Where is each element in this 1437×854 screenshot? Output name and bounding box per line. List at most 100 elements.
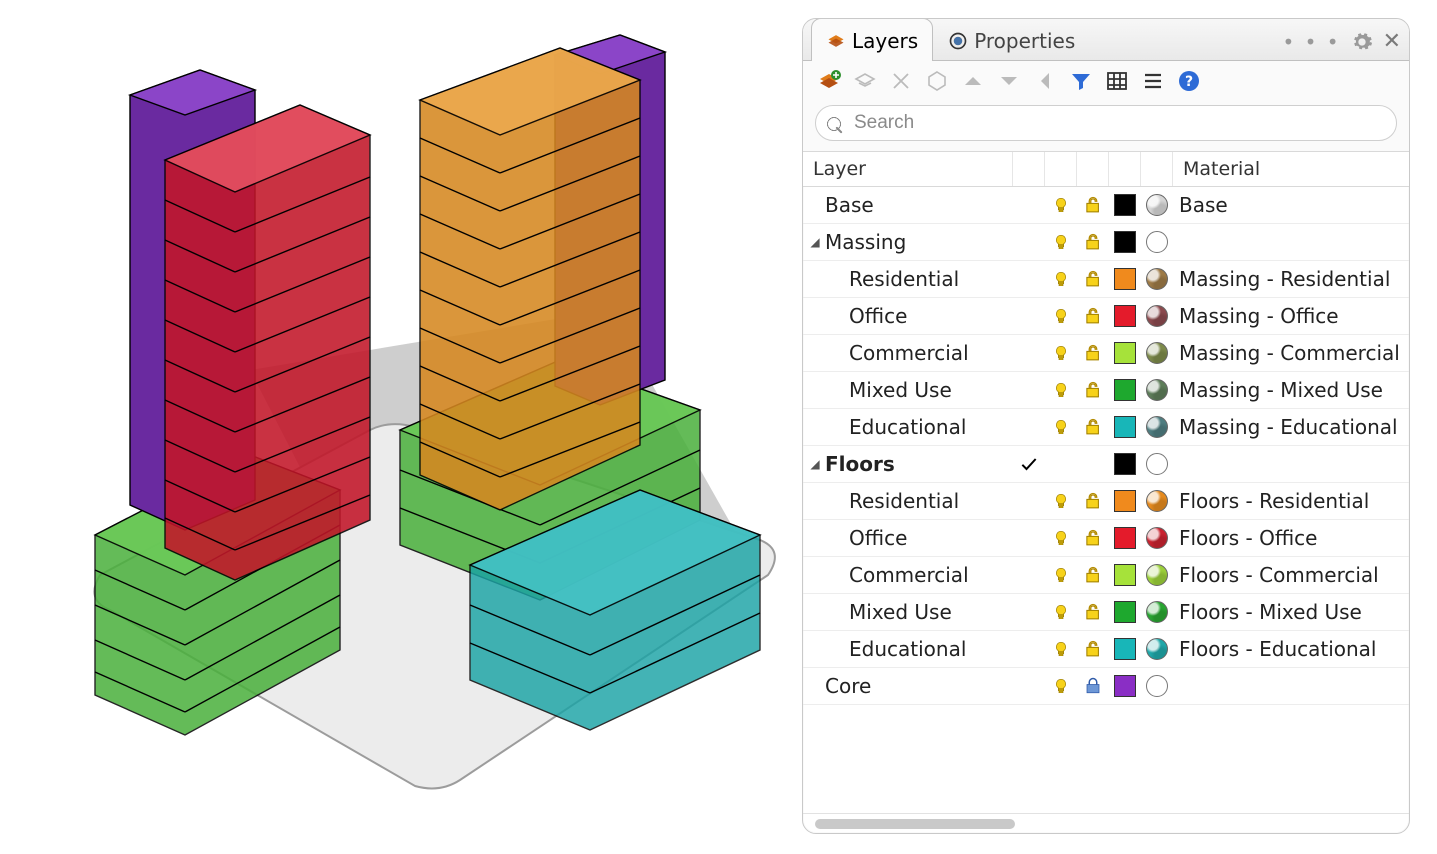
layer-row-massing[interactable]: ◣Massing bbox=[803, 224, 1409, 261]
material-swatch[interactable] bbox=[1141, 601, 1173, 623]
layer-name[interactable]: Base bbox=[823, 193, 1013, 217]
lock-toggle[interactable] bbox=[1077, 270, 1109, 288]
color-swatch[interactable] bbox=[1109, 453, 1141, 475]
color-swatch[interactable] bbox=[1109, 527, 1141, 549]
material-swatch[interactable] bbox=[1141, 564, 1173, 586]
color-swatch[interactable] bbox=[1109, 564, 1141, 586]
visibility-toggle[interactable] bbox=[1045, 380, 1077, 400]
tool-move-up[interactable] bbox=[961, 69, 985, 93]
lock-toggle[interactable] bbox=[1077, 603, 1109, 621]
layer-name[interactable]: Office bbox=[823, 526, 1013, 550]
layer-name[interactable]: Mixed Use bbox=[823, 600, 1013, 624]
material-swatch[interactable] bbox=[1141, 342, 1173, 364]
tab-layers[interactable]: Layers bbox=[811, 18, 933, 60]
visibility-toggle[interactable] bbox=[1045, 676, 1077, 696]
lock-toggle[interactable] bbox=[1077, 344, 1109, 362]
layer-name[interactable]: Residential bbox=[823, 267, 1013, 291]
color-swatch[interactable] bbox=[1109, 379, 1141, 401]
layer-row-m_off[interactable]: Office Massing - Office bbox=[803, 298, 1409, 335]
layer-row-f_off[interactable]: OfficeFloors - Office bbox=[803, 520, 1409, 557]
col-header-layer[interactable]: Layer bbox=[803, 152, 1013, 186]
lock-toggle[interactable] bbox=[1077, 529, 1109, 547]
layer-name[interactable]: Educational bbox=[823, 637, 1013, 661]
layer-name[interactable]: Commercial bbox=[823, 563, 1013, 587]
lock-toggle[interactable] bbox=[1077, 677, 1109, 695]
color-swatch[interactable] bbox=[1109, 194, 1141, 216]
visibility-toggle[interactable] bbox=[1045, 269, 1077, 289]
lock-toggle[interactable] bbox=[1077, 492, 1109, 510]
color-swatch[interactable] bbox=[1109, 416, 1141, 438]
layer-row-f_com[interactable]: Commercial Floors - Commercial bbox=[803, 557, 1409, 594]
material-name[interactable]: Floors - Commercial bbox=[1173, 563, 1409, 587]
material-swatch[interactable] bbox=[1141, 194, 1173, 216]
layer-name[interactable]: Core bbox=[823, 674, 1013, 698]
color-swatch[interactable] bbox=[1109, 305, 1141, 327]
material-swatch[interactable] bbox=[1141, 675, 1173, 697]
layer-row-m_edu[interactable]: Educational Massing - Educational bbox=[803, 409, 1409, 446]
color-swatch[interactable] bbox=[1109, 231, 1141, 253]
color-swatch[interactable] bbox=[1109, 490, 1141, 512]
tool-add-sublayer[interactable] bbox=[853, 69, 877, 93]
layer-row-m_mix[interactable]: Mixed UseMassing - Mixed Use bbox=[803, 372, 1409, 409]
lock-toggle[interactable] bbox=[1077, 307, 1109, 325]
layer-row-f_res[interactable]: ResidentialFloors - Residential bbox=[803, 483, 1409, 520]
layer-name[interactable]: Residential bbox=[823, 489, 1013, 513]
lock-toggle[interactable] bbox=[1077, 196, 1109, 214]
material-name[interactable]: Massing - Office bbox=[1173, 304, 1409, 328]
material-name[interactable]: Massing - Residential bbox=[1173, 267, 1409, 291]
tool-delete[interactable] bbox=[889, 69, 913, 93]
tool-move-left[interactable] bbox=[1033, 69, 1057, 93]
current-layer-check[interactable] bbox=[1013, 454, 1045, 474]
tool-menu[interactable] bbox=[1141, 69, 1165, 93]
visibility-toggle[interactable] bbox=[1045, 639, 1077, 659]
lock-toggle[interactable] bbox=[1077, 418, 1109, 436]
material-swatch[interactable] bbox=[1141, 453, 1173, 475]
layer-name[interactable]: Massing bbox=[823, 230, 1013, 254]
material-swatch[interactable] bbox=[1141, 416, 1173, 438]
material-name[interactable]: Massing - Educational bbox=[1173, 415, 1409, 439]
visibility-toggle[interactable] bbox=[1045, 528, 1077, 548]
color-swatch[interactable] bbox=[1109, 675, 1141, 697]
layer-name[interactable]: Educational bbox=[823, 415, 1013, 439]
material-name[interactable]: Base bbox=[1173, 193, 1409, 217]
layer-row-m_res[interactable]: Residential Massing - Residential bbox=[803, 261, 1409, 298]
color-swatch[interactable] bbox=[1109, 601, 1141, 623]
search-input[interactable] bbox=[815, 105, 1397, 141]
layer-name[interactable]: Floors bbox=[823, 452, 1013, 476]
material-swatch[interactable] bbox=[1141, 231, 1173, 253]
material-swatch[interactable] bbox=[1141, 305, 1173, 327]
material-swatch[interactable] bbox=[1141, 379, 1173, 401]
visibility-toggle[interactable] bbox=[1045, 602, 1077, 622]
material-name[interactable]: Floors - Educational bbox=[1173, 637, 1409, 661]
layer-row-core[interactable]: Core bbox=[803, 668, 1409, 705]
material-swatch[interactable] bbox=[1141, 638, 1173, 660]
visibility-toggle[interactable] bbox=[1045, 343, 1077, 363]
layer-name[interactable]: Commercial bbox=[823, 341, 1013, 365]
lock-toggle[interactable] bbox=[1077, 381, 1109, 399]
material-swatch[interactable] bbox=[1141, 527, 1173, 549]
panel-scrollbar[interactable] bbox=[803, 813, 1409, 833]
layer-name[interactable]: Mixed Use bbox=[823, 378, 1013, 402]
material-swatch[interactable] bbox=[1141, 268, 1173, 290]
layer-name[interactable]: Office bbox=[823, 304, 1013, 328]
tool-add-layer[interactable] bbox=[817, 69, 841, 93]
visibility-toggle[interactable] bbox=[1045, 195, 1077, 215]
lock-toggle[interactable] bbox=[1077, 566, 1109, 584]
material-swatch[interactable] bbox=[1141, 490, 1173, 512]
tool-move-down[interactable] bbox=[997, 69, 1021, 93]
color-swatch[interactable] bbox=[1109, 638, 1141, 660]
color-swatch[interactable] bbox=[1109, 342, 1141, 364]
tool-help[interactable]: ? bbox=[1177, 69, 1201, 93]
tool-filter[interactable] bbox=[1069, 69, 1093, 93]
tool-select-objects[interactable] bbox=[925, 69, 949, 93]
layer-row-m_com[interactable]: Commercial Massing - Commercial bbox=[803, 335, 1409, 372]
tool-columns[interactable] bbox=[1105, 69, 1129, 93]
visibility-toggle[interactable] bbox=[1045, 306, 1077, 326]
panel-overflow-icon[interactable]: • • • bbox=[1282, 30, 1340, 54]
material-name[interactable]: Massing - Commercial bbox=[1173, 341, 1409, 365]
gear-icon[interactable] bbox=[1351, 31, 1373, 53]
layer-row-floors[interactable]: ◣Floors bbox=[803, 446, 1409, 483]
col-header-material[interactable]: Material bbox=[1173, 152, 1409, 186]
expand-icon[interactable]: ◣ bbox=[807, 235, 823, 249]
viewport-3d[interactable] bbox=[0, 0, 800, 850]
